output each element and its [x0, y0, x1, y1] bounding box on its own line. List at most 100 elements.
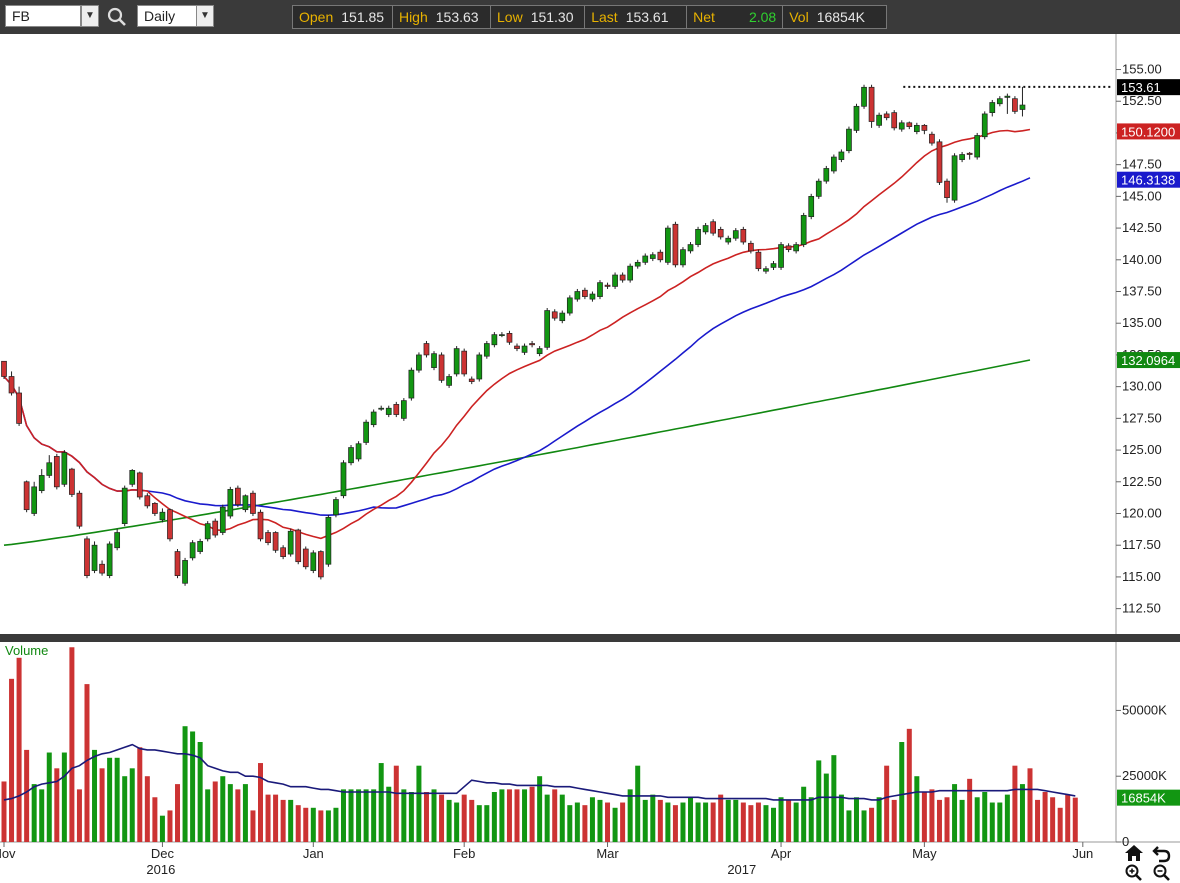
volume-ma-line: [3, 743, 1076, 801]
candle: [989, 99, 996, 117]
candle-body: [763, 268, 769, 272]
candle: [302, 546, 309, 570]
candle-body: [31, 486, 38, 514]
volume-bar: [944, 797, 950, 842]
candle-body: [642, 255, 649, 263]
price-tick-label: 122.50: [1122, 474, 1162, 489]
candle-body: [106, 543, 113, 576]
candle-body: [680, 249, 686, 266]
undo-icon[interactable]: [1152, 843, 1172, 863]
candle: [680, 247, 686, 268]
candle-body: [257, 511, 264, 540]
candle: [559, 310, 566, 324]
volume-bar: [869, 807, 875, 842]
candle: [815, 178, 822, 199]
home-icon[interactable]: [1124, 843, 1144, 863]
volume-bar: [167, 810, 173, 842]
volume-bar: [280, 799, 286, 842]
zoom-out-icon[interactable]: [1152, 863, 1172, 883]
volume-bar: [1072, 797, 1078, 842]
zoom-in-icon[interactable]: [1124, 863, 1144, 883]
candle-body: [717, 228, 724, 238]
candle: [310, 550, 317, 574]
volume-bar: [559, 794, 565, 842]
price-tick-label: 135.00: [1122, 315, 1162, 330]
candle: [551, 309, 558, 321]
volume-bar: [1019, 784, 1025, 842]
period-select[interactable]: Daily: [137, 5, 197, 27]
candle: [265, 529, 271, 546]
volume-bar: [929, 789, 935, 842]
volume-bar: [401, 789, 407, 842]
candle-body: [378, 407, 385, 410]
volume-bar: [9, 678, 15, 842]
candle-body: [438, 354, 445, 381]
symbol-input[interactable]: FB: [5, 5, 81, 27]
candle: [996, 96, 1003, 107]
volume-bar: [107, 757, 113, 842]
candle-body: [355, 443, 362, 460]
volume-bar: [959, 799, 965, 842]
candle-body: [936, 141, 943, 183]
candle: [748, 240, 754, 254]
candle: [642, 253, 649, 265]
volume-bar: [288, 799, 294, 842]
price-tick-label: 115.00: [1122, 569, 1161, 584]
volume-bar: [778, 797, 784, 842]
candle: [453, 346, 460, 377]
volume-bar: [537, 776, 543, 842]
candle-body: [212, 520, 219, 536]
price-tick-label: 125.00: [1122, 442, 1162, 457]
candle: [695, 226, 701, 248]
candle: [906, 121, 913, 130]
volume-bar: [273, 794, 279, 842]
volume-bar: [823, 773, 829, 842]
price-tag-bg: [1117, 171, 1180, 188]
volume-bar: [522, 789, 528, 842]
volume-bar: [801, 786, 807, 842]
candle: [491, 332, 498, 348]
candle: [544, 307, 551, 350]
volume-bar: [31, 784, 37, 842]
candle-body: [785, 245, 792, 250]
volume-bar: [408, 792, 414, 842]
volume-bar: [114, 757, 120, 842]
volume-bar: [416, 765, 422, 842]
candle: [665, 225, 671, 265]
volume-tick-label: 50000K: [1122, 702, 1167, 717]
search-icon[interactable]: [106, 6, 128, 28]
candle-body: [310, 552, 317, 571]
candle-body: [1012, 98, 1018, 112]
volume-bar: [92, 749, 98, 842]
candle: [1, 360, 7, 380]
candle: [227, 486, 234, 519]
pane-splitter[interactable]: [0, 634, 1180, 642]
candle: [167, 508, 173, 542]
candle-body: [204, 523, 211, 540]
price-tag-bg: [1117, 352, 1180, 369]
candle-body: [333, 499, 339, 516]
vol-label: Vol: [789, 9, 809, 25]
candle-body: [129, 470, 136, 485]
volume-bar: [318, 810, 324, 842]
candle: [891, 110, 898, 131]
volume-bar: [333, 807, 339, 842]
chart-area[interactable]: 112.50 115.00 117.50 120.00 122.50 125.00 127.…: [0, 34, 1180, 883]
candle: [778, 242, 784, 270]
volume-bar: [54, 768, 60, 842]
period-dropdown-button[interactable]: ▼: [196, 5, 214, 27]
volume-bar: [740, 802, 746, 842]
candle: [604, 282, 611, 289]
volume-bar: [84, 684, 90, 842]
toolbar: FB ▼ Daily ▼ Open 151.85 High 153.63 Low…: [0, 0, 1180, 34]
symbol-dropdown-button[interactable]: ▼: [81, 5, 99, 27]
candle: [634, 259, 641, 269]
candle: [853, 103, 860, 133]
candle-body: [989, 102, 996, 113]
candle-body: [959, 154, 965, 160]
candle: [717, 226, 724, 240]
volume-bar: [348, 789, 354, 842]
candle: [416, 352, 422, 373]
candle: [483, 340, 490, 359]
volume-bar: [129, 768, 135, 842]
